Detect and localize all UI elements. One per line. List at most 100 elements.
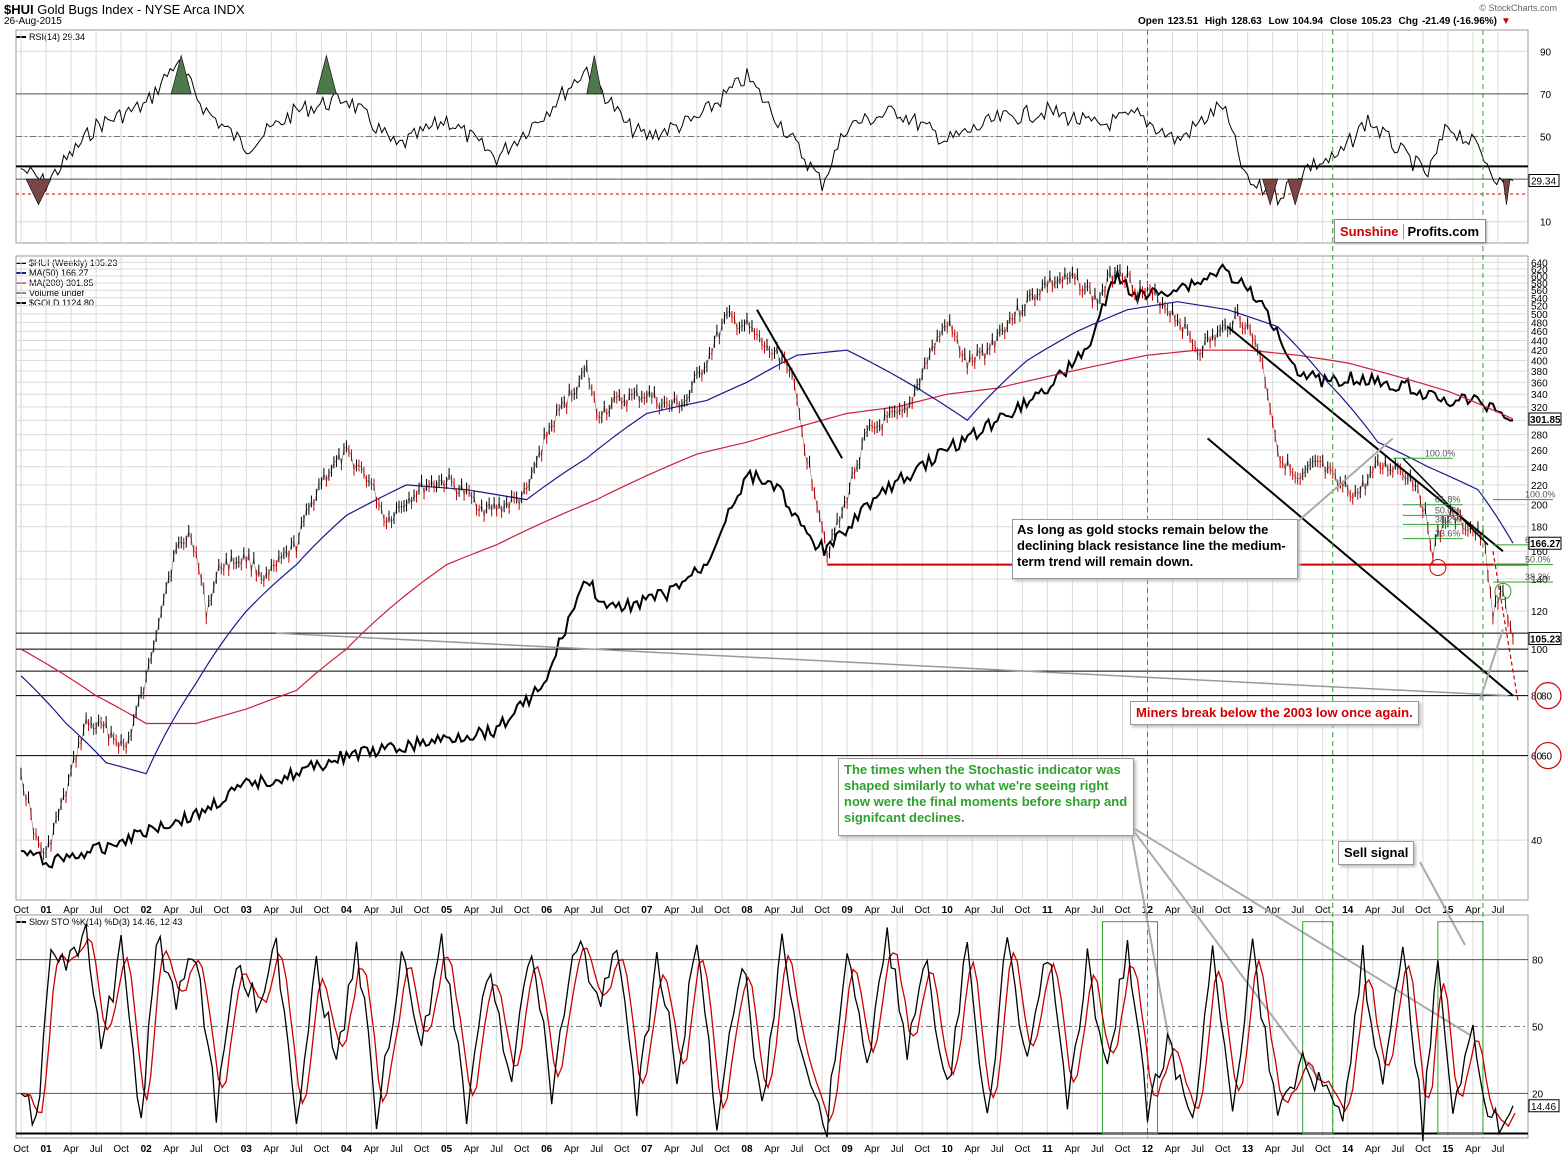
sto-last-value: 14.46 bbox=[1531, 1102, 1556, 1113]
sto-xtick-label-28: Oct bbox=[714, 1144, 730, 1155]
chg-label: Chg bbox=[1398, 16, 1418, 27]
sto-xtick-label-21: 06 bbox=[541, 1144, 553, 1155]
price-xtick-label-22: Apr bbox=[564, 905, 580, 916]
sell-signal-annotation: Sell signal bbox=[1338, 841, 1415, 865]
sto-xtick-label-3: Jul bbox=[90, 1144, 103, 1155]
sto-last-value-box bbox=[1528, 1099, 1560, 1113]
price-xtick-label-43: Jul bbox=[1091, 905, 1104, 916]
sto-xtick-label-13: 04 bbox=[341, 1144, 353, 1155]
price-ytick-label-9: 220 bbox=[1531, 481, 1548, 492]
price-ytick-label-21: 460 bbox=[1531, 327, 1548, 338]
hui-last-value-box bbox=[1528, 632, 1562, 646]
sto-xtick-label-14: Apr bbox=[364, 1144, 380, 1155]
price-ytick-label-30: 640 bbox=[1531, 258, 1548, 269]
sto-xtick-label-35: Jul bbox=[891, 1144, 904, 1155]
target-label-80: 80 bbox=[1541, 692, 1553, 703]
sto-xtick-label-41: 11 bbox=[1042, 1144, 1053, 1155]
price-xtick-label-3: Jul bbox=[90, 905, 103, 916]
price-xtick-label-17: 05 bbox=[441, 905, 453, 916]
rsi-line bbox=[20, 59, 1514, 207]
price-ytick-label-6: 160 bbox=[1531, 547, 1548, 558]
sell-callout-pointer bbox=[1419, 861, 1466, 946]
price-xtick-label-23: Jul bbox=[590, 905, 603, 916]
price-xtick-label-36: Oct bbox=[914, 905, 930, 916]
high-label: High bbox=[1204, 16, 1228, 27]
fib-label-5: 100.0% bbox=[1525, 490, 1556, 500]
sto-xtick-label-6: Apr bbox=[163, 1144, 179, 1155]
rsi-oversold-fill-2 bbox=[1287, 178, 1304, 206]
sto-xtick-label-1: 01 bbox=[40, 1144, 52, 1155]
price-ytick-label-5: 140 bbox=[1531, 575, 1548, 586]
sto-xtick-label-39: Jul bbox=[991, 1144, 1004, 1155]
hui-last-value: 105.23 bbox=[1530, 635, 1561, 646]
ma200-last-value-box bbox=[1528, 412, 1562, 426]
price-ytick-label-22: 480 bbox=[1531, 318, 1548, 329]
price-xtick-label-31: Jul bbox=[791, 905, 804, 916]
price-xtick-label-12: Oct bbox=[314, 905, 330, 916]
sto-xtick-label-40: Oct bbox=[1015, 1144, 1031, 1155]
chart-date: 26-Aug-2015 bbox=[4, 16, 62, 27]
price-ytick-label-14: 320 bbox=[1531, 403, 1548, 414]
sto-xtick-label-38: Apr bbox=[964, 1144, 980, 1155]
price-xtick-label-16: Oct bbox=[414, 905, 430, 916]
price-xtick-label-0: Oct bbox=[13, 905, 29, 916]
red-circle-low bbox=[1429, 558, 1447, 576]
rsi-overbought-fill-2 bbox=[586, 55, 603, 95]
fib-label-8: 38.2% bbox=[1525, 572, 1551, 582]
sto-xtick-label-50: Apr bbox=[1265, 1144, 1281, 1155]
sto-xtick-label-27: Jul bbox=[691, 1144, 704, 1155]
target-label-60: 60 bbox=[1541, 752, 1553, 763]
logo-part-1: Sunshine bbox=[1335, 223, 1404, 239]
sto-xtick-label-49: 13 bbox=[1242, 1144, 1254, 1155]
trendline-2008 bbox=[756, 309, 843, 459]
logo-part-2: Profits.com bbox=[1407, 223, 1480, 239]
price-xtick-label-26: Apr bbox=[664, 905, 680, 916]
sto-xtick-label-54: Apr bbox=[1365, 1144, 1381, 1155]
price-ytick-label-10: 240 bbox=[1531, 463, 1548, 474]
sto-ytick-label-1: 50 bbox=[1532, 1023, 1544, 1034]
price-xtick-label-33: 09 bbox=[842, 905, 854, 916]
price-xtick-label-27: Jul bbox=[691, 905, 704, 916]
price-xtick-label-52: Oct bbox=[1315, 905, 1331, 916]
price-xtick-label-8: Oct bbox=[213, 905, 229, 916]
ma50-last-value-box bbox=[1528, 536, 1562, 550]
rsi-ytick-label-4: 90 bbox=[1540, 47, 1552, 58]
price-xtick-label-44: Oct bbox=[1115, 905, 1131, 916]
sto-k-line bbox=[20, 923, 1514, 1142]
price-xtick-label-5: 02 bbox=[141, 905, 153, 916]
ma50-line bbox=[20, 301, 1514, 775]
price-ytick-label-4: 120 bbox=[1531, 607, 1548, 618]
ohlc-readout: Open 123.51 High 128.63 Low 104.94 Close 105… bbox=[1138, 16, 1515, 27]
low-value: 104.94 bbox=[1292, 16, 1324, 27]
price-ytick-label-23: 500 bbox=[1531, 310, 1548, 321]
price-ytick-label-2: 80 bbox=[1531, 692, 1543, 703]
sto-callout-pointer-1 bbox=[1129, 825, 1171, 1046]
price-xtick-label-1: 01 bbox=[40, 905, 52, 916]
price-xtick-label-37: 10 bbox=[942, 905, 954, 916]
price-xtick-label-55: Jul bbox=[1391, 905, 1404, 916]
sto-xtick-label-4: Oct bbox=[113, 1144, 129, 1155]
sto-xtick-label-12: Oct bbox=[314, 1144, 330, 1155]
sto-highlight-box-2 bbox=[1437, 921, 1484, 1135]
price-ytick-label-12: 280 bbox=[1531, 431, 1548, 442]
price-ytick-label-26: 560 bbox=[1531, 286, 1548, 297]
price-xtick-label-42: Apr bbox=[1065, 905, 1081, 916]
price-xtick-label-19: Jul bbox=[490, 905, 503, 916]
sto-xtick-label-10: Apr bbox=[264, 1144, 280, 1155]
sto-xtick-label-51: Jul bbox=[1291, 1144, 1304, 1155]
sto-xtick-label-9: 03 bbox=[241, 1144, 253, 1155]
down-arrow-icon: ▼ bbox=[1501, 16, 1511, 27]
price-xtick-label-57: 15 bbox=[1442, 905, 1454, 916]
sto-xtick-label-47: Jul bbox=[1191, 1144, 1204, 1155]
sto-xtick-label-34: Apr bbox=[864, 1144, 880, 1155]
green-circle-low bbox=[1494, 582, 1512, 600]
sto-xtick-label-57: 15 bbox=[1442, 1144, 1454, 1155]
gold-legend-text: $GOLD 1124.80 bbox=[29, 298, 94, 308]
price-xtick-label-14: Apr bbox=[364, 905, 380, 916]
sto-xtick-label-31: Jul bbox=[791, 1144, 804, 1155]
sunshine-profits-logo: Sunshine Profits.com bbox=[1334, 219, 1486, 243]
price-ytick-label-3: 100 bbox=[1531, 645, 1548, 656]
sto-d-line bbox=[22, 937, 1516, 1128]
sto-xtick-label-18: Apr bbox=[464, 1144, 480, 1155]
chart-title: $HUI Gold Bugs Index - NYSE Arca INDX bbox=[4, 2, 245, 17]
